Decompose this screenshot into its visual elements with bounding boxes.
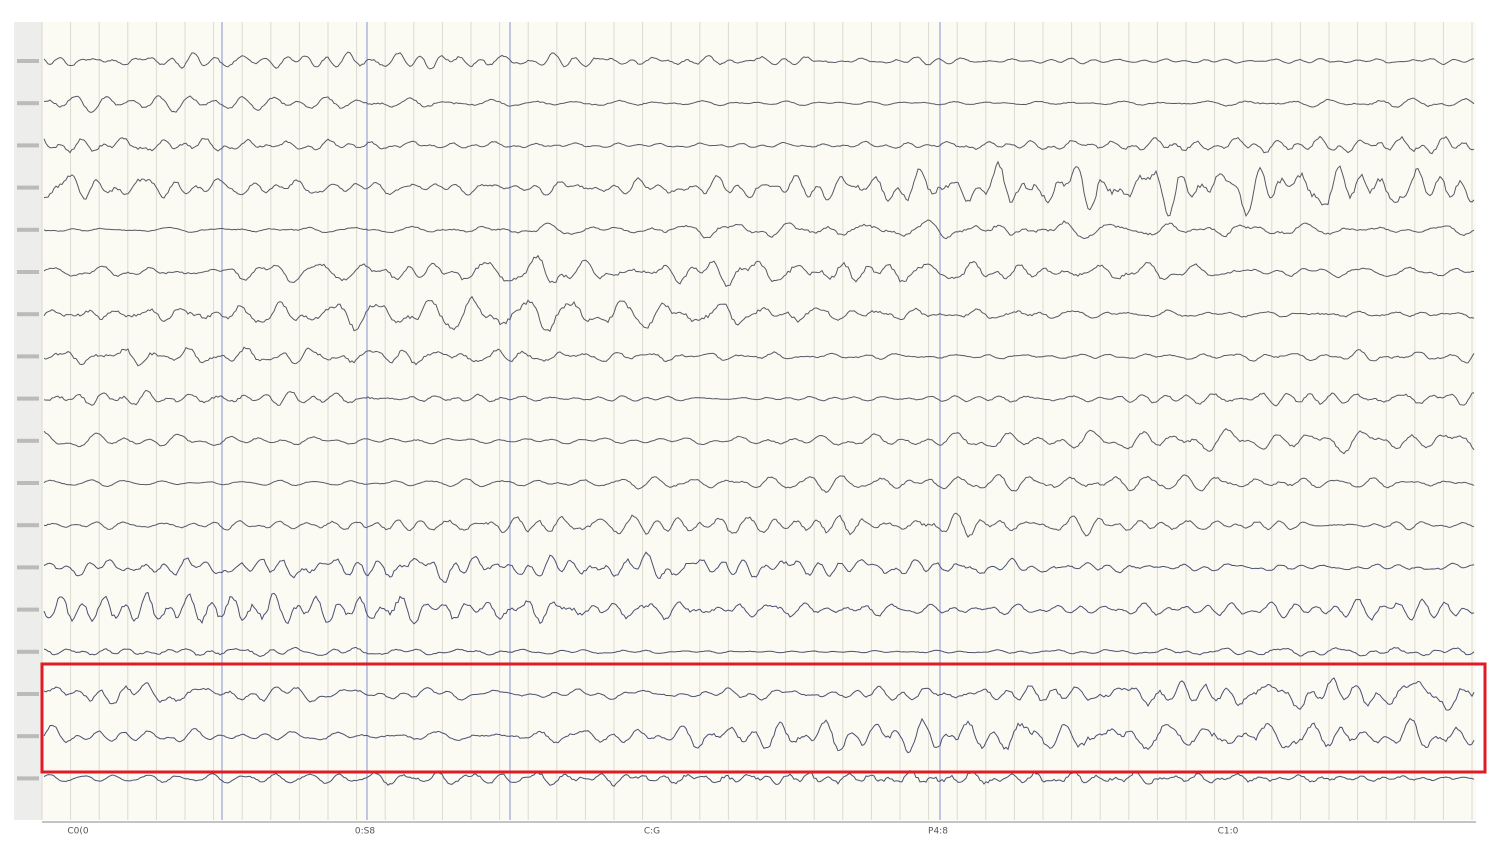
- traces: [17, 51, 1475, 787]
- channel-label-placeholder: [17, 481, 39, 485]
- time-labels: C0(0 0:S8 C:G P4:8 C1:0: [67, 827, 1238, 837]
- eeg-trace: [43, 51, 1475, 70]
- channel-label-strip: [14, 22, 42, 820]
- channel-label-placeholder: [17, 776, 39, 781]
- channel-label-placeholder: [17, 734, 39, 739]
- eeg-trace: [43, 346, 1475, 367]
- channel-label-placeholder: [17, 438, 39, 443]
- eeg-trace: [43, 769, 1475, 787]
- channel-label-placeholder: [17, 649, 39, 654]
- eeg-trace: [43, 551, 1475, 583]
- channel-label-placeholder: [17, 185, 39, 190]
- eeg-trace: [43, 135, 1475, 155]
- channel-label-placeholder: [17, 565, 39, 570]
- eeg-trace: [43, 389, 1475, 407]
- eeg-trace: [43, 160, 1475, 218]
- eeg-trace: [43, 512, 1475, 538]
- time-label: C1:0: [1218, 827, 1239, 837]
- eeg-trace: [43, 254, 1475, 288]
- time-label: P4:8: [928, 827, 948, 837]
- eeg-trace: [43, 717, 1475, 754]
- eeg-trace: [43, 95, 1475, 113]
- eeg-trace: [43, 591, 1475, 625]
- channel-label-placeholder: [17, 227, 39, 232]
- eeg-trace: [43, 428, 1475, 455]
- eeg-trace: [43, 677, 1475, 711]
- time-label: 0:S8: [355, 827, 375, 837]
- eeg-trace: [43, 219, 1475, 240]
- channel-label-placeholder: [17, 396, 39, 401]
- eeg-trace: [43, 295, 1475, 332]
- eeg-trace: [43, 474, 1475, 493]
- time-label: C:G: [644, 827, 660, 837]
- trace-area: [42, 22, 1476, 820]
- channel-label-placeholder: [17, 523, 39, 528]
- eeg-trace: [43, 646, 1475, 658]
- channel-label-placeholder: [17, 270, 39, 274]
- channel-label-placeholder: [17, 607, 39, 612]
- channel-label-placeholder: [17, 354, 39, 359]
- highlight-box: [40, 662, 1487, 774]
- channel-label-placeholder: [17, 143, 39, 148]
- channel-label-placeholder: [17, 692, 39, 696]
- time-label: C0(0: [67, 827, 89, 837]
- channel-label-placeholder: [17, 312, 39, 317]
- channel-label-placeholder: [17, 59, 39, 63]
- channel-label-placeholder: [17, 101, 39, 106]
